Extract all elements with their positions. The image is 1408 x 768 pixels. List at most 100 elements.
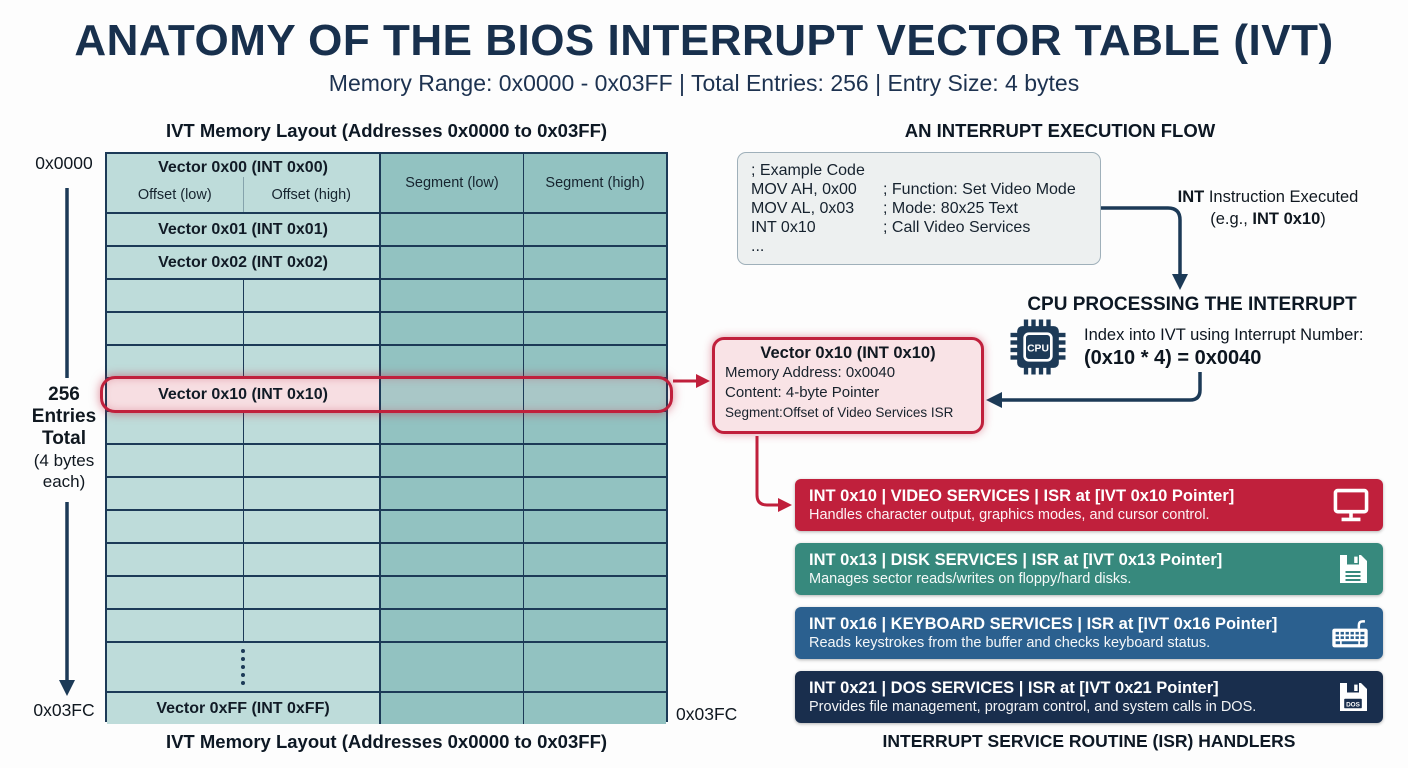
vector-0x10-callout: Vector 0x10 (INT 0x10) Memory Address: 0… (712, 337, 984, 434)
address-range-arrowhead (59, 680, 75, 696)
isr-bar-0x21: INT 0x21 | DOS SERVICES | ISR at [IVT 0x… (795, 671, 1383, 723)
monitor-icon (1331, 486, 1371, 524)
code-comment: ; Call Video Services (883, 219, 1031, 236)
ivt-row-0xff: Vector 0xFF (INT 0xFF) (107, 691, 666, 724)
isr-bar-0x13: INT 0x13 | DISK SERVICES | ISR at [IVT 0… (795, 543, 1383, 595)
ivt-row-empty-6 (107, 410, 666, 443)
arrow-row-to-callout-head (696, 374, 710, 388)
code-instruction: MOV AL, 0x03 (751, 200, 855, 217)
ivt-row-0x01: Vector 0x01 (INT 0x01) (107, 212, 666, 245)
page-subtitle: Memory Range: 0x0000 - 0x03FF | Total En… (328, 70, 1080, 96)
callout-content: Content: 4-byte Pointer (725, 384, 880, 401)
entries-note-line: 256 (48, 384, 80, 405)
flow-heading: AN INTERRUPT EXECUTION FLOW (904, 120, 1216, 141)
isr-bar-subtitle: Manages sector reads/writes on floppy/ha… (809, 571, 1132, 587)
keyboard-icon (1329, 614, 1371, 652)
offset-high-header: Offset (high) (271, 186, 352, 203)
int-exec-example: INT 0x10 (1252, 210, 1321, 228)
isr-bar-subtitle: Provides file management, program contro… (809, 699, 1257, 715)
ivt-row-label: Vector 0xFF (INT 0xFF) (156, 699, 330, 717)
arrow-callout-to-isr-head (778, 498, 792, 512)
entries-note-line: Entries (31, 406, 97, 427)
callout-memory-address: Memory Address: 0x0040 (725, 364, 896, 381)
svg-text:DOS: DOS (1346, 701, 1361, 708)
ivt-row-ellipsis-13 (107, 641, 666, 691)
ivt-row-empty-4 (107, 344, 666, 377)
ellipsis-icon (241, 649, 245, 685)
cpu-index-line1: Index into IVT using Interrupt Number: (1084, 326, 1364, 344)
segment-low-header: Segment (low) (381, 154, 524, 212)
code-instruction: INT 0x10 (751, 219, 816, 236)
code-line: ; Example Code (751, 161, 1087, 180)
int-instruction-label: INT Instruction Executed (e.g., INT 0x10… (1158, 186, 1378, 230)
floppy-dos-icon: DOS (1335, 679, 1371, 715)
ivt-row-empty-9 (107, 509, 666, 542)
isr-bar-0x16: INT 0x16 | KEYBOARD SERVICES | ISR at [I… (795, 607, 1383, 659)
isr-bar-title: INT 0x10 | VIDEO SERVICES | ISR at [IVT … (809, 487, 1235, 505)
address-top-label: 0x0000 (35, 153, 93, 173)
code-line: ... (751, 237, 1087, 256)
code-instruction: MOV AH, 0x00 (751, 181, 857, 198)
ivt-row-empty-12 (107, 608, 666, 641)
isr-bar-title: INT 0x13 | DISK SERVICES | ISR at [IVT 0… (809, 551, 1223, 569)
ivt-header-segment-half: Segment (low) Segment (high) (379, 154, 666, 212)
ivt-row-label: Vector 0x02 (INT 0x02) (158, 253, 328, 271)
ivt-row-empty-10 (107, 542, 666, 575)
cpu-chip-label: CPU (1027, 343, 1049, 354)
callout-segment-offset: Segment:Offset of Video Services ISR (725, 405, 954, 420)
code-comment (883, 237, 1087, 256)
int-exec-text: Instruction Executed (1204, 188, 1359, 206)
segment-high-header: Segment (high) (545, 175, 645, 191)
floppy-icon (1335, 551, 1371, 587)
code-instruction: ; Example Code (751, 162, 865, 179)
isr-bar-0x10: INT 0x10 | VIDEO SERVICES | ISR at [IVT … (795, 479, 1383, 531)
ivt-row-label: Vector 0x10 (INT 0x10) (158, 385, 328, 403)
entries-note-line: each) (42, 472, 86, 491)
ivt-header-offset-half: Vector 0x00 (INT 0x00) Offset (low) Offs… (107, 154, 379, 212)
offset-low-header: Offset (low) (107, 177, 244, 212)
example-code-box: ; Example Code MOV AH, 0x00 ; Function: Se… (737, 152, 1101, 265)
arrow-callout-to-isr (755, 436, 780, 507)
cpu-index-text: Index into IVT using Interrupt Number: (… (1084, 326, 1404, 370)
address-bottom-right-label: 0x03FC (676, 704, 738, 724)
page-title: ANATOMY OF THE BIOS INTERRUPT VECTOR TAB… (74, 16, 1334, 65)
ivt-caption: IVT Memory Layout (Addresses 0x0000 to 0… (165, 731, 608, 752)
isr-bar-title: INT 0x21 | DOS SERVICES | ISR at [IVT 0x… (809, 679, 1219, 697)
ivt-row-empty-11 (107, 575, 666, 608)
entries-note-line: (4 bytes (33, 451, 95, 470)
ivt-row-empty-3 (107, 311, 666, 344)
ivt-row-0x02: Vector 0x02 (INT 0x02) (107, 245, 666, 278)
cpu-heading: CPU PROCESSING THE INTERRUPT (1027, 294, 1357, 315)
cpu-chip-icon: CPU (1008, 317, 1068, 382)
ivt-header-row: Vector 0x00 (INT 0x00) Offset (low) Offs… (107, 154, 666, 212)
cpu-index-line2: (0x10 * 4) = 0x0040 (1084, 347, 1262, 369)
ivt-row-label: Vector 0x01 (INT 0x01) (158, 220, 328, 238)
code-line: MOV AL, 0x03 ; Mode: 80x25 Text (751, 199, 1087, 218)
isr-bar-subtitle: Handles character output, graphics modes… (809, 507, 1210, 523)
arrow-cpu-to-callout-head (986, 392, 1002, 408)
address-bottom-left-label: 0x03FC (33, 700, 95, 720)
int-exec-bold: INT (1177, 188, 1205, 206)
arrow-int-executed-head (1172, 274, 1188, 290)
callout-title: Vector 0x10 (INT 0x10) (760, 344, 936, 362)
entries-total-note: 256 Entries Total (4 bytes each) (10, 384, 118, 492)
ivt-row-empty-8 (107, 476, 666, 509)
ivt-row-empty-2 (107, 278, 666, 311)
code-comment: ; Function: Set Video Mode (883, 181, 1076, 198)
int-exec-pre: (e.g., (1210, 210, 1253, 228)
ivt-row-0x10: Vector 0x10 (INT 0x10) (100, 376, 673, 413)
code-comment (883, 161, 1087, 180)
code-comment: ; Mode: 80x25 Text (883, 200, 1018, 217)
ivt-row-empty-7 (107, 443, 666, 476)
code-line: MOV AH, 0x00 ; Function: Set Video Mode (751, 180, 1087, 199)
entries-note-line: Total (42, 428, 86, 449)
code-instruction: ... (751, 238, 765, 255)
ivt-heading: IVT Memory Layout (Addresses 0x0000 to 0… (165, 120, 608, 141)
code-line: INT 0x10 ; Call Video Services (751, 218, 1087, 237)
isr-bar-subtitle: Reads keystrokes from the buffer and che… (809, 635, 1211, 651)
isr-caption: INTERRUPT SERVICE ROUTINE (ISR) HANDLERS (882, 731, 1296, 751)
vector-0x00-label: Vector 0x00 (INT 0x00) (158, 159, 328, 176)
int-exec-post: ) (1320, 210, 1326, 228)
ivt-memory-table: Vector 0x00 (INT 0x00) Offset (low) Offs… (100, 152, 673, 724)
